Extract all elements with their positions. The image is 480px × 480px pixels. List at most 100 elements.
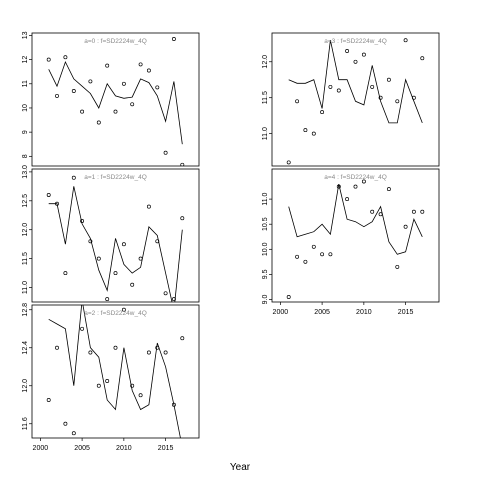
data-point [96,120,101,125]
data-point [163,350,168,355]
data-point [105,63,110,68]
y-tick-label: 11.0 [22,281,29,294]
data-point [295,254,300,259]
data-point [130,282,135,287]
fit-line [288,40,423,124]
data-point [386,187,391,192]
data-point [155,85,160,90]
x-tick-label: 2005 [314,309,330,316]
x-tick-label: 2005 [74,445,90,452]
data-point [163,291,168,296]
panel-title: a=1 : f=SD2224w_4Q [84,174,147,181]
data-point [403,224,408,229]
data-point [96,256,101,261]
x-tick-label: 2000 [273,309,289,316]
x-tick-label: 2015 [158,445,174,452]
y-tick-label: 12.0 [22,379,29,393]
y-tick-label: 12 [22,56,29,64]
panel-frame [31,32,200,167]
data-point [378,95,383,100]
data-point [71,175,76,180]
data-point [163,150,168,155]
data-point [320,252,325,257]
data-point [420,209,425,214]
data-point [336,88,341,93]
y-tick-label: 9.0 [262,295,269,305]
y-tick-label: 13.0 [22,165,29,179]
y-tick-label: 10.0 [262,242,269,256]
y-tick-label: 9.5 [262,269,269,279]
data-point [138,393,143,398]
y-tick-label: 8 [22,154,29,158]
data-point [370,209,375,214]
x-tick-label: 2010 [116,445,132,452]
panel-a2: 11.6 12.0 12.4 12.8 2000 2005 2010 2015 a=2 : f=… [22,303,200,452]
data-point [80,326,85,331]
data-point [46,398,51,402]
data-point [63,271,68,276]
y-tick-label: 11.5 [262,91,269,104]
y-tick-label: 12.5 [22,194,29,208]
data-point [130,383,135,388]
y-tick-label: 12.0 [22,223,29,237]
data-point [55,345,59,350]
data-point [311,131,316,136]
panel-title: a=0 : f=SD2224w_4Q [84,38,147,45]
data-point [180,162,185,166]
data-point [55,93,59,98]
data-point [411,209,416,214]
data-point [361,179,366,184]
data-point [395,99,400,104]
data-point [303,259,308,264]
y-tick-label: 11 [22,80,29,87]
data-point [146,350,151,355]
data-point [303,128,308,133]
x-tick-label: 2000 [33,445,49,452]
data-point [320,110,325,115]
panel-frame [31,168,200,303]
x-tick-label: 2015 [398,309,414,316]
y-tick-label: 11.0 [262,127,269,140]
data-point [180,336,185,341]
panel-frame [31,304,200,439]
data-point [180,216,185,221]
data-point [361,52,366,57]
data-point [370,84,375,89]
y-tick-label: 10 [22,104,29,112]
panel-frame [271,32,440,167]
y-tick-label: 9 [22,130,29,134]
data-point [130,102,135,107]
panel-title: a=2 : f=SD2224w_4Q [84,310,147,317]
data-point [113,345,118,350]
data-point [328,84,333,89]
data-point [286,295,291,299]
y-tick-label: 11.0 [262,192,269,205]
data-point [105,379,110,383]
fit-line [288,184,423,255]
data-point [171,37,176,41]
data-point [138,256,143,261]
data-point [395,264,400,269]
data-point [88,79,93,84]
panel-frame [271,168,440,303]
data-point [63,55,68,60]
data-point [328,252,333,257]
data-point [63,421,68,426]
data-point [113,109,118,114]
panel-a3: 11.0 11.5 12.0 a=3 : f=SD2224w_4Q [262,32,440,167]
data-point [88,350,93,355]
data-point [113,271,118,276]
panel-a0: 8 9 10 11 12 13 a=0 : f=SD2224w_4Q [22,31,200,167]
data-point [105,297,110,302]
data-point [146,68,151,73]
y-tick-label: 12.8 [22,303,29,317]
fit-line [48,60,183,145]
data-point [420,56,425,61]
data-point [71,89,76,93]
data-point [121,242,126,247]
data-point [345,197,350,202]
panel-a4: 9.0 9.5 10.0 10.5 11.0 2000 2005 2010 2015 a=4 : … [262,168,440,316]
data-point [353,59,358,64]
y-tick-label: 10.5 [262,217,269,231]
